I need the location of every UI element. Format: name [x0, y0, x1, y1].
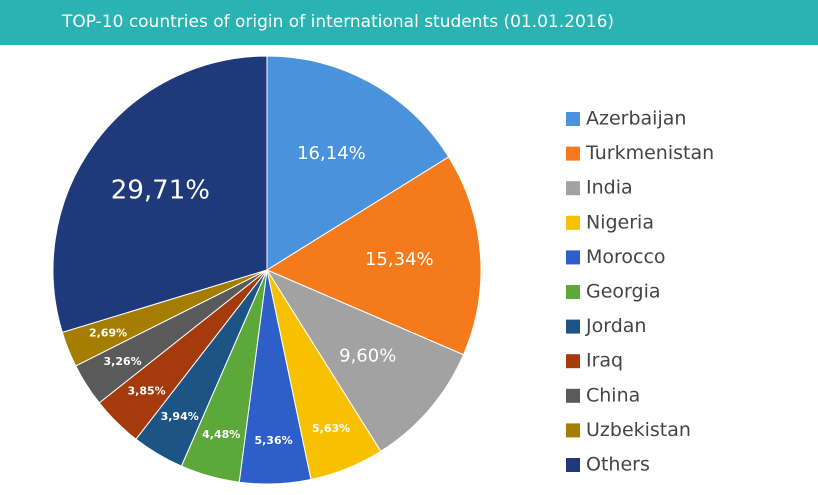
slice-label: 3,85% [128, 385, 166, 398]
slice-label: 4,48% [202, 428, 240, 441]
legend-label: Jordan [585, 315, 646, 337]
legend-label: Nigeria [586, 211, 654, 233]
pie-slice [265, 156, 482, 356]
slice-label: 16,14% [297, 143, 366, 164]
legend-label: Others [586, 454, 650, 476]
legend-swatch [566, 388, 580, 403]
slice-label: 9,60% [339, 345, 396, 366]
slice-label: 15,34% [365, 249, 434, 270]
legend-swatch [566, 285, 580, 299]
legend-swatch [566, 250, 580, 265]
legend-swatch [566, 354, 580, 369]
legend-swatch [566, 215, 580, 230]
slice-label: 3,94% [161, 410, 199, 423]
legend-label: China [586, 384, 640, 406]
legend-label: Azerbaijan [586, 108, 686, 130]
legend-label: Uzbekistan [586, 419, 691, 441]
legend-label: Georgia [586, 281, 661, 303]
pie-slice [265, 268, 465, 452]
slice-label: 29,71% [111, 176, 210, 206]
legend-label: India [586, 177, 633, 199]
header-bar [0, 0, 818, 45]
legend-swatch [566, 146, 580, 161]
chart-title: TOP-10 countries of origin of internatio… [61, 12, 614, 32]
legend-label: Turkmenistan [585, 142, 714, 164]
legend-swatch [566, 458, 580, 472]
legend-swatch [566, 319, 580, 334]
legend-swatch [566, 181, 580, 196]
legend-label: Morocco [586, 246, 666, 268]
legend-swatch [566, 112, 580, 126]
legend-swatch [566, 423, 580, 438]
slice-label: 2,69% [89, 327, 127, 340]
pie-slice [266, 55, 450, 271]
slice-label: 5,63% [312, 422, 350, 435]
slice-label: 3,26% [104, 355, 142, 368]
legend-label: Iraq [586, 350, 623, 372]
slice-label: 5,36% [254, 434, 292, 447]
pie-slice [52, 55, 268, 334]
